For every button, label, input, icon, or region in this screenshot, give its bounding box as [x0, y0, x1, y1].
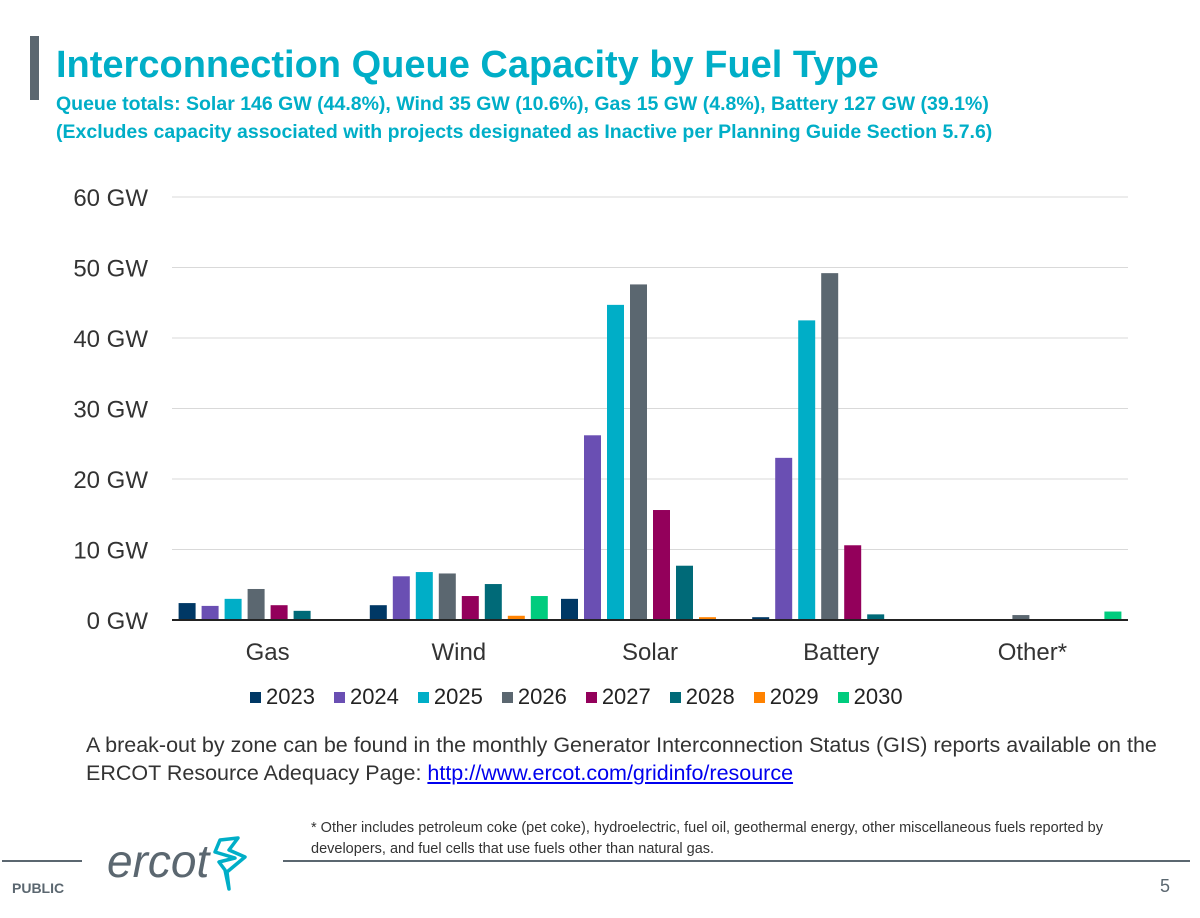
bar-gas-2024 [201, 605, 219, 620]
bar-solar-2027 [653, 510, 670, 620]
bar-solar-2029 [699, 617, 716, 620]
bar-gas-2026 [247, 588, 265, 620]
bar-solar-2028 [676, 565, 693, 620]
bar-gas-2023 [178, 603, 196, 620]
bar-wind-2028 [484, 584, 502, 620]
legend-item-2030: 2030 [837, 684, 903, 710]
legend-swatch [669, 691, 681, 703]
bar-wind-2026 [438, 573, 456, 620]
footer-divider-left [2, 860, 82, 862]
legend-label: 2025 [433, 684, 483, 709]
y-tick-label: 60 GW [73, 185, 148, 212]
bar-wind-2024 [392, 576, 410, 620]
legend-swatch [250, 691, 261, 703]
legend-swatch [753, 691, 765, 703]
bar-gas-2028 [293, 610, 311, 620]
legend-item-2025: 2025 [417, 684, 483, 710]
svg-text:ercot: ercot [107, 835, 211, 887]
y-tick-label: 10 GW [73, 538, 148, 565]
legend-item-2027: 2027 [585, 684, 651, 710]
x-tick-label: Gas [246, 639, 290, 666]
legend-swatch [501, 691, 513, 703]
breakout-note: A break-out by zone can be found in the … [86, 731, 1200, 787]
bar-other-2026 [1012, 615, 1030, 620]
y-tick-label: 0 GW [87, 608, 149, 635]
x-tick-label: Solar [622, 639, 678, 666]
bar-solar-2023 [561, 598, 578, 620]
page-number: 5 [1160, 876, 1171, 896]
legend-swatch [837, 691, 849, 703]
legend-label: 2030 [853, 684, 903, 709]
footer-divider-right [283, 860, 1190, 862]
legend-item-2029: 2029 [753, 684, 819, 710]
chart-legend: 2023 2024 2025 2026 2027 2028 2029 2030 [250, 684, 922, 710]
ercot-logo: ercot [107, 835, 247, 891]
legend-label: 2028 [685, 684, 735, 709]
bar-wind-2030 [530, 596, 548, 620]
bar-wind-2029 [507, 615, 525, 620]
legend-swatch [585, 691, 597, 703]
slide-title: Interconnection Queue Capacity by Fuel T… [56, 44, 879, 86]
y-tick-label: 20 GW [73, 467, 148, 494]
bar-gas-2025 [224, 598, 242, 620]
legend-label: 2029 [769, 684, 819, 709]
legend-label: 2024 [349, 684, 399, 709]
bar-battery-2026 [821, 273, 839, 620]
bar-battery-2025 [798, 320, 816, 620]
bar-wind-2025 [415, 572, 433, 620]
legend-label: 2026 [517, 684, 567, 709]
y-tick-label: 50 GW [73, 256, 148, 283]
resource-adequacy-link[interactable]: http://www.ercot.com/gridinfo/resource [427, 761, 794, 785]
bar-battery-2028 [867, 614, 885, 620]
other-footnote: * Other includes petroleum coke (pet cok… [311, 820, 1103, 857]
note-text: A break-out by zone can be found in the … [86, 733, 1157, 785]
lightning-bolt-icon [213, 836, 247, 891]
y-tick-label: 30 GW [73, 397, 148, 424]
bar-wind-2027 [461, 596, 479, 620]
bar-solar-2026 [630, 284, 647, 620]
title-accent-bar [30, 36, 39, 100]
x-tick-label: Battery [803, 639, 879, 666]
bar-battery-2027 [844, 545, 862, 620]
x-tick-label: Other* [998, 639, 1067, 666]
bar-battery-2024 [775, 457, 793, 620]
legend-swatch [417, 691, 429, 703]
legend-item-2024: 2024 [333, 684, 399, 710]
legend-swatch [333, 691, 345, 703]
legend-label: 2023 [266, 684, 315, 709]
queue-capacity-chart: 0 GW 10 GW 20 GW 30 GW 40 GW 50 GW 60 GW Gas Win… [73, 185, 1128, 666]
queue-totals-subtitle: Queue totals: Solar 146 GW (44.8%), Wind… [56, 93, 989, 115]
legend-label: 2027 [601, 684, 651, 709]
legend-item-2026: 2026 [501, 684, 567, 710]
legend-item-2023: 2023 [250, 684, 315, 710]
bar-gas-2027 [270, 605, 288, 620]
bar-other-2030 [1104, 611, 1122, 620]
bar-solar-2024 [584, 435, 601, 620]
bar-battery-2023 [752, 617, 770, 620]
bar-wind-2023 [369, 605, 387, 620]
classification-label: PUBLIC [12, 880, 65, 896]
y-tick-label: 40 GW [73, 326, 148, 353]
bar-solar-2025 [607, 304, 624, 620]
x-tick-label: Wind [431, 639, 486, 666]
exclusion-subtitle: (Excludes capacity associated with proje… [56, 121, 993, 143]
legend-item-2028: 2028 [669, 684, 735, 710]
